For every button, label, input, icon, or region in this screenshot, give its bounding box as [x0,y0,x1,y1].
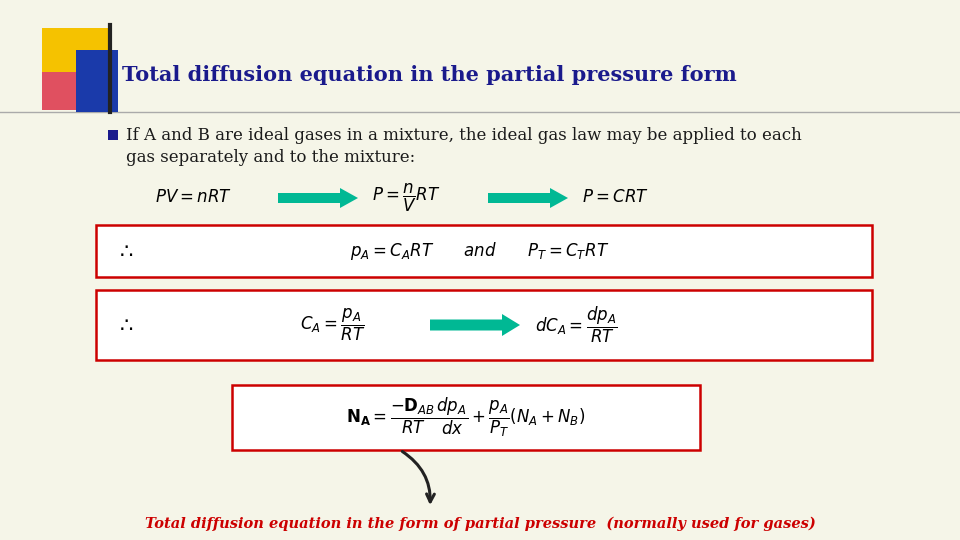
Text: $PV = nRT$: $PV = nRT$ [155,190,232,206]
Polygon shape [278,188,358,208]
FancyBboxPatch shape [42,28,110,90]
Text: $P = CRT$: $P = CRT$ [582,190,649,206]
Polygon shape [430,314,520,336]
FancyBboxPatch shape [42,72,94,110]
FancyBboxPatch shape [76,50,118,112]
Text: $p_A = C_A RT \qquad and \qquad P_T = C_T RT$: $p_A = C_A RT \qquad and \qquad P_T = C_… [350,240,610,262]
FancyBboxPatch shape [232,385,700,450]
Text: $C_A = \dfrac{p_A}{RT}$: $C_A = \dfrac{p_A}{RT}$ [300,307,365,343]
Polygon shape [488,188,568,208]
Text: Total diffusion equation in the form of partial pressure  (normally used for gas: Total diffusion equation in the form of … [145,517,815,531]
FancyBboxPatch shape [96,225,872,277]
Text: $dC_A = \dfrac{dp_A}{RT}$: $dC_A = \dfrac{dp_A}{RT}$ [535,305,617,345]
Text: $\mathbf{N_A} = \dfrac{-\mathbf{D}_{AB}}{RT}\dfrac{dp_A}{dx} + \dfrac{p_A}{P_T}(: $\mathbf{N_A} = \dfrac{-\mathbf{D}_{AB}}… [347,396,586,439]
Text: If A and B are ideal gases in a mixture, the ideal gas law may be applied to eac: If A and B are ideal gases in a mixture,… [126,127,802,145]
Text: $\therefore$: $\therefore$ [115,241,133,260]
Text: gas separately and to the mixture:: gas separately and to the mixture: [126,150,416,166]
Text: Total diffusion equation in the partial pressure form: Total diffusion equation in the partial … [122,65,736,85]
Text: $P = \dfrac{n}{V}RT$: $P = \dfrac{n}{V}RT$ [372,182,441,214]
Text: $\therefore$: $\therefore$ [115,315,133,334]
FancyBboxPatch shape [108,130,118,140]
FancyBboxPatch shape [96,290,872,360]
